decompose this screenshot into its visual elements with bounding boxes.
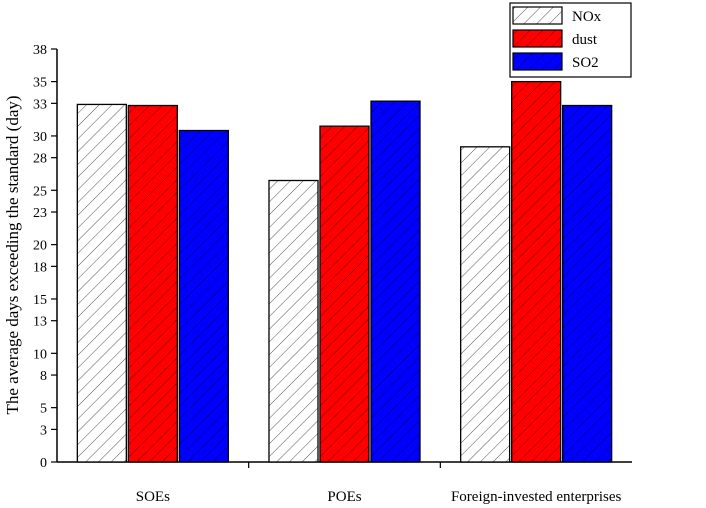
y-tick-label: 13	[33, 315, 47, 330]
bar-nox-poes	[268, 179, 319, 463]
bar-dust-poes	[319, 125, 370, 463]
y-tick-label: 30	[33, 130, 47, 145]
bar-dust-soes	[127, 104, 178, 463]
y-tick-label: 15	[33, 293, 47, 308]
bar-so2-soes	[178, 129, 229, 463]
x-category-label: SOEs	[136, 489, 170, 505]
x-category-label: Foreign-invested enterprises	[451, 489, 622, 505]
y-tick-label: 23	[33, 206, 47, 221]
legend-swatch-nox	[512, 6, 563, 25]
y-tick-label: 38	[33, 43, 47, 58]
y-tick-label: 25	[33, 184, 47, 199]
y-tick-label: 3	[40, 423, 47, 438]
legend-label-nox: NOx	[572, 9, 602, 25]
y-tick-label: 10	[33, 347, 47, 362]
legend-swatch-dust	[512, 29, 563, 48]
legend-label-dust: dust	[572, 32, 598, 48]
bars-group	[76, 80, 613, 463]
y-tick-label: 8	[40, 369, 47, 384]
bar-nox-foreign-invested-enterprises	[460, 146, 511, 463]
x-category-label: POEs	[327, 489, 361, 505]
legend-swatch-so2	[512, 52, 563, 71]
legend-label-so2: SO2	[572, 55, 599, 71]
y-tick-label: 18	[33, 260, 47, 275]
bar-so2-poes	[370, 100, 421, 463]
bar-so2-foreign-invested-enterprises	[562, 104, 613, 463]
y-tick-label: 0	[40, 456, 47, 471]
y-axis-title: The average days exceeding the standard …	[3, 95, 22, 414]
bar-dust-foreign-invested-enterprises	[511, 80, 562, 463]
y-tick-label: 20	[33, 239, 47, 254]
y-tick-label: 28	[33, 152, 47, 167]
bar-nox-soes	[76, 103, 127, 463]
x-axis-ticks: SOEs POEs Foreign-invested enterprises	[136, 462, 622, 505]
y-tick-label: 5	[40, 402, 47, 417]
legend: NOx dust SO2	[509, 2, 632, 78]
y-tick-label: 35	[33, 76, 47, 91]
y-tick-label: 33	[33, 97, 47, 112]
